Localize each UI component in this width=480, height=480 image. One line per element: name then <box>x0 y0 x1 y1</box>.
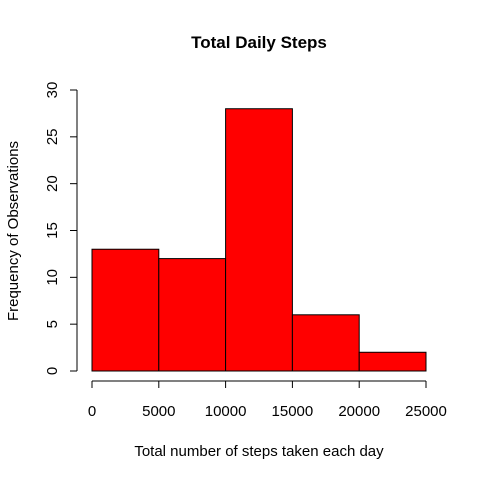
y-axis: 0 5 10 15 20 25 30 <box>44 82 78 375</box>
y-tick-label-1: 5 <box>44 320 61 328</box>
x-tick-label-5: 25000 <box>405 403 447 420</box>
histogram-bar-4 <box>358 351 427 372</box>
y-tick-label-0: 0 <box>44 367 61 375</box>
y-tick-label-2: 10 <box>44 269 61 286</box>
y-tick-label-4: 20 <box>44 175 61 192</box>
y-tick-label-3: 15 <box>44 222 61 239</box>
y-tick-label-5: 25 <box>44 128 61 145</box>
chart-title: Total Daily Steps <box>191 33 327 52</box>
x-axis: 0 5000 10000 15000 20000 25000 <box>88 380 447 420</box>
histogram-bar-0 <box>91 248 160 372</box>
x-tick-label-0: 0 <box>88 403 96 420</box>
histogram-bar-2 <box>225 108 293 372</box>
x-tick-label-1: 5000 <box>142 403 175 420</box>
y-tick-label-6: 30 <box>44 82 61 99</box>
y-axis-label: Frequency of Observations <box>5 141 22 321</box>
x-tick-label-3: 15000 <box>272 403 314 420</box>
bars-group <box>91 108 427 372</box>
x-tick-label-2: 10000 <box>205 403 247 420</box>
x-tick-label-4: 20000 <box>338 403 380 420</box>
histogram-bar-1 <box>158 258 227 372</box>
histogram-bar-3 <box>291 314 360 372</box>
x-axis-label: Total number of steps taken each day <box>134 443 384 460</box>
